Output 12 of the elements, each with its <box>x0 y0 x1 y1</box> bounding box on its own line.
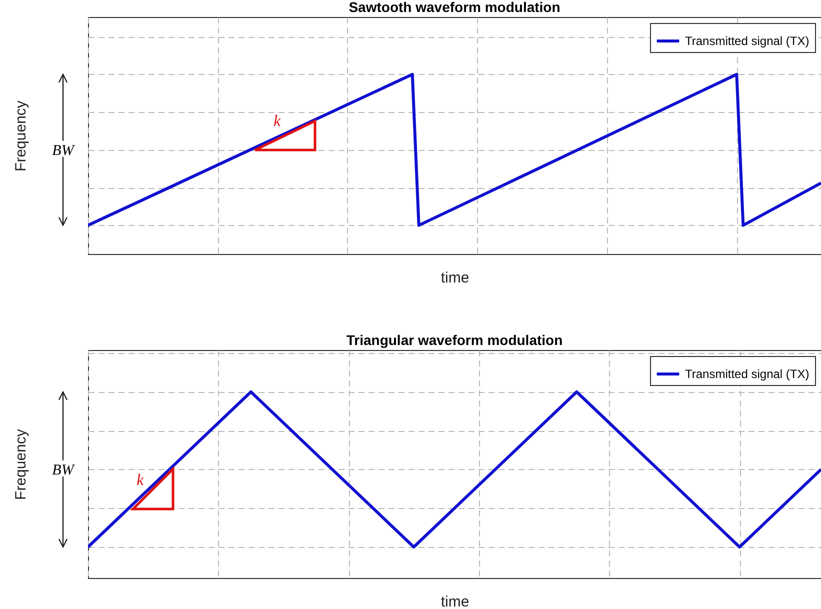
legend-label: Transmitted signal (TX) <box>685 367 810 381</box>
chart-title: Triangular waveform modulation <box>346 332 563 348</box>
text: BW <box>52 462 76 478</box>
y-axis-title: Frequency <box>12 428 30 500</box>
annotation: k <box>136 472 144 489</box>
legend-label: Transmitted signal (TX) <box>685 34 810 48</box>
chart-title: Sawtooth waveform modulation <box>348 0 560 15</box>
x-axis-title: time <box>440 594 470 609</box>
text: BW <box>52 142 76 159</box>
y-axis-title: Frequency <box>12 100 30 172</box>
annotation: k <box>273 113 282 130</box>
x-axis-title: time <box>440 270 470 286</box>
